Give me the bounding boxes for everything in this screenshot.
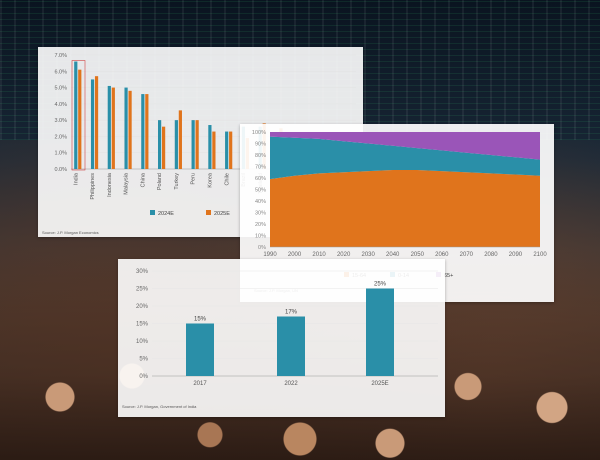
chart1-bar [191,120,195,169]
chart3-bar [186,323,214,376]
chart2-x-tick: 2100 [533,252,547,258]
chart3-y-tick: 15% [136,322,149,328]
chart2-y-tick: 50% [255,188,266,194]
chart1-bar [145,94,149,169]
chart1-bar [78,69,82,169]
chart1-y-tick: 2.0% [54,134,67,140]
chart1-y-tick: 3.0% [54,118,67,124]
chart1-source: Source: J.P. Morgan Economics [42,230,99,235]
chart1-legend-label: 2024E [158,211,174,217]
chart2-x-tick: 2090 [509,252,523,258]
chart1-bar [74,61,78,170]
chart2-x-tick: 2060 [435,252,449,258]
chart1-x-tick: China [140,172,146,187]
chart1-bar [94,76,99,169]
share-chart-panel: 0% 5% 10% 15% 20% 25% 30% 15% 2017 17% 2022 25% 2025… [118,259,445,417]
chart2-y-tick: 0% [258,245,266,251]
chart1-highlight-box [71,60,86,171]
chart2-x-tick: 2010 [312,252,326,258]
chart1-bar [174,120,178,169]
chart2-area-0-14 [270,136,540,180]
chart2-y-tick: 20% [255,222,266,228]
chart1-y-tick: 4.0% [54,102,67,108]
chart3-y-tick: 20% [136,304,149,310]
chart1-bar [158,120,162,169]
chart1-x-tick: Malaysia [124,172,130,195]
chart1-bar [124,87,128,169]
chart3-y-tick: 0% [139,374,148,380]
chart3-y-tick: 25% [136,287,149,293]
chart1-y-tick: 0.0% [54,167,67,173]
chart2-area-65+ [270,132,540,160]
chart3-y-tick: 30% [136,269,149,275]
share-bar-chart: 0% 5% 10% 15% 20% 25% 30% 15% 2017 17% 2022 25% 2025… [136,269,438,387]
chart3-y-tick: 10% [136,339,149,345]
chart2-y-tick: 40% [255,199,266,205]
chart2-x-tick: 2080 [484,252,498,258]
chart1-bar [107,85,111,169]
chart3-data-label: 15% [194,317,207,323]
chart1-legend-swatch [150,210,155,215]
chart1-bar [90,79,95,169]
chart2-x-tick: 2040 [386,252,400,258]
chart1-bar [208,125,212,169]
chart3-x-tick: 2025E [371,381,388,387]
chart3-source: Source: J.P. Morgan, Government of India [122,404,197,409]
chart2-x-tick: 1990 [263,252,277,258]
chart1-y-tick: 1.0% [54,151,67,157]
chart1-x-tick: Turkey [174,173,180,190]
chart2-y-tick: 30% [255,211,266,217]
chart1-bar [111,87,115,169]
chart1-bar [225,131,229,169]
chart1-bar [212,131,216,169]
chart2-y-tick: 60% [255,176,266,182]
chart2-x-tick: 2070 [460,252,474,258]
chart2-area-15-64 [270,169,540,247]
chart3-bar [277,316,305,376]
chart2-y-tick: 90% [255,142,266,148]
chart1-bar [178,110,182,169]
chart2-x-tick: 2020 [337,252,351,258]
chart3-x-tick: 2022 [284,381,298,387]
chart1-bar [162,126,166,169]
chart1-x-tick: Philippines [90,173,96,200]
chart1-bar [141,94,145,169]
chart3-data-label: 17% [285,310,298,316]
chart3-x-tick: 2017 [193,381,207,387]
chart1-x-tick: Chile [224,173,230,186]
chart1-x-tick: India [73,172,79,185]
chart2-x-tick: 2050 [411,252,425,258]
chart1-x-tick: Korea [208,172,214,188]
chart3-y-tick: 5% [139,357,148,363]
chart1-bar [195,120,199,169]
chart1-y-tick: 6.0% [54,69,67,75]
chart2-y-tick: 10% [255,234,266,240]
chart2-legend-label: 65+ [444,273,453,279]
chart2-x-tick: 2000 [288,252,302,258]
chart1-bar [128,90,132,169]
chart2-x-tick: 2030 [362,252,376,258]
chart1-x-tick: Poland [157,173,163,190]
chart2-y-tick: 100% [252,130,266,136]
chart1-y-tick: 5.0% [54,86,67,92]
chart1-x-tick: Peru [191,173,197,185]
chart2-y-tick: 80% [255,153,266,159]
chart1-bar [229,131,233,169]
chart1-legend-swatch [206,210,211,215]
chart1-legend-label: 2025E [214,211,230,217]
chart3-data-label: 25% [374,282,387,288]
chart3-bar [366,288,394,376]
chart1-x-tick: Indonesia [107,172,113,197]
chart1-y-tick: 7.0% [54,53,67,59]
chart2-y-tick: 70% [255,165,266,171]
